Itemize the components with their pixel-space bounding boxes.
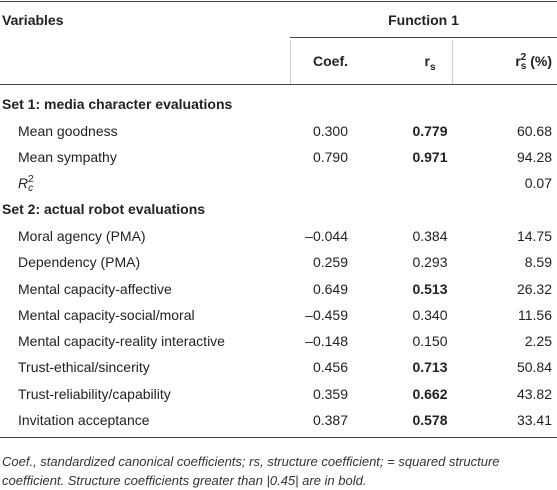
cell-value: 0.150 [412, 333, 448, 350]
cell-value: 14.75 [516, 227, 552, 244]
column-header-base: r [515, 53, 521, 69]
cell-value: 0.384 [412, 227, 448, 244]
column-header: Coef. [290, 52, 348, 70]
footnote: Coef., standardized canonical coefficien… [2, 454, 500, 469]
cell-value: 43.82 [516, 385, 552, 402]
column-header-sup: 2 [520, 52, 527, 64]
cell-value: 0.387 [312, 412, 348, 428]
cell-value: 33.41 [516, 412, 552, 428]
cell-value: 0.971 [412, 148, 448, 165]
cell-value: 60.68 [516, 122, 552, 139]
column-divider [290, 40, 291, 84]
cell-value: 0.300 [312, 122, 348, 139]
column-header: rs [370, 52, 490, 73]
cell-value: 0.456 [312, 359, 348, 376]
section-title: Set 1: media character evaluations [2, 96, 233, 112]
section-title: Set 2: actual robot evaluations [2, 201, 206, 218]
header-rule [0, 84, 557, 85]
row-label: Mean sympathy [18, 148, 117, 165]
row-label: Invitation acceptance [18, 412, 150, 428]
row-label: Dependency (PMA) [18, 254, 141, 271]
cell-value: 2.25 [524, 333, 552, 350]
bottom-rule [0, 437, 557, 438]
row-label: Trust-reliability/capability [18, 385, 171, 402]
cell-value: 26.32 [516, 280, 552, 297]
cell-value: –0.148 [305, 333, 348, 350]
cell-value: 0.662 [412, 385, 448, 402]
cell-value: 0.649 [312, 280, 348, 297]
group-rule [290, 37, 557, 38]
footnote: coefficient. Structure coefficients grea… [2, 473, 367, 488]
cell-value: 0.713 [412, 359, 448, 376]
column-header-suffix: (%) [530, 53, 552, 69]
cell-value: 0.578 [412, 412, 448, 428]
cell-value: 0.359 [312, 385, 348, 402]
row-label-sup: 2 [28, 174, 34, 186]
top-rule [0, 1, 557, 2]
cell-value: 0.293 [412, 254, 448, 271]
cell-value: –0.044 [305, 227, 348, 244]
cell-value: 0.513 [412, 280, 448, 297]
cell-value: 0.790 [312, 148, 348, 165]
cell-value: –0.459 [305, 306, 348, 323]
cell-value: 94.28 [516, 148, 552, 165]
column-header-text: Coef. [313, 53, 348, 69]
row-label: Mean goodness [18, 122, 118, 139]
row-label: Mental capacity-affective [18, 280, 172, 297]
row-label: Mental capacity-reality interactive [18, 333, 225, 350]
row-label: Mental capacity-social/moral [18, 306, 195, 323]
cell-value: 50.84 [516, 359, 552, 376]
column-header-base: r [424, 53, 430, 69]
row-label-base: R [18, 175, 29, 192]
group-header: Function 1 [388, 12, 459, 28]
variables-header: Variables [2, 12, 64, 28]
cell-value: 0.340 [412, 306, 448, 323]
cell-value: 0.07 [524, 175, 552, 192]
cell-value: 0.779 [412, 122, 448, 139]
row-label: Trust-ethical/sincerity [18, 359, 150, 376]
column-header-sub: s [520, 61, 527, 73]
row-label-sub: c [28, 183, 34, 195]
cell-value: 8.59 [524, 254, 552, 271]
column-header-sub: s [429, 61, 436, 73]
cell-value: 11.56 [518, 306, 552, 323]
row-label: Moral agency (PMA) [18, 227, 146, 244]
column-divider [452, 40, 453, 84]
cell-value: 0.259 [312, 254, 348, 271]
